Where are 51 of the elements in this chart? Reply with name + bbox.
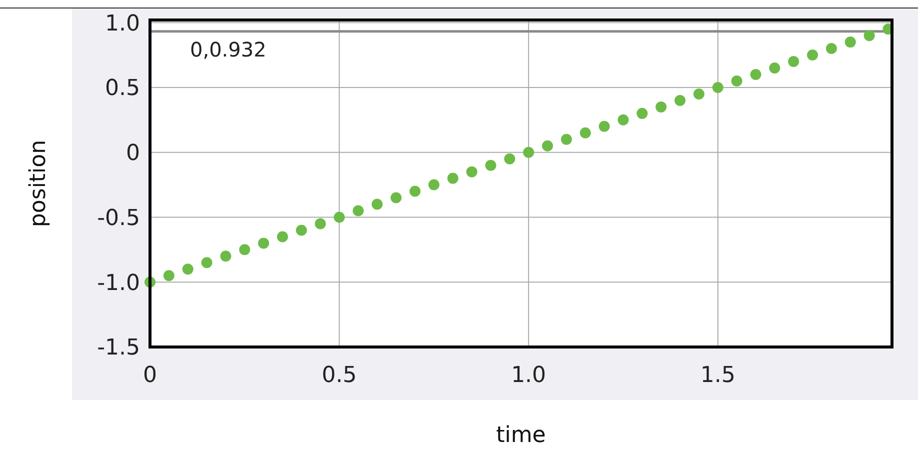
y-tick-label: 0 (126, 141, 140, 166)
point (390, 192, 402, 204)
point (372, 198, 383, 210)
point (314, 218, 326, 230)
point (693, 88, 704, 100)
point (560, 134, 572, 145)
point (201, 257, 212, 268)
point (428, 179, 440, 190)
y-tick-label: -0.5 (97, 206, 140, 231)
point (636, 108, 648, 119)
point (447, 172, 458, 184)
point (258, 238, 270, 249)
point (750, 69, 762, 80)
point (864, 30, 875, 42)
point (826, 43, 837, 54)
point (163, 270, 174, 282)
y-tick-label: 0.5 (105, 76, 140, 102)
point (466, 166, 478, 178)
point (504, 153, 516, 164)
y-tick-label: -1.5 (97, 336, 140, 361)
point (788, 56, 800, 68)
x-tick-label: 0 (143, 363, 157, 388)
point (296, 224, 307, 236)
x-tick-label: 1.5 (700, 363, 736, 388)
point (731, 75, 742, 86)
point (352, 205, 364, 216)
point (334, 212, 345, 223)
point (182, 264, 194, 275)
point (712, 82, 724, 93)
point (239, 244, 250, 256)
ref-line-label: 0,0.932 (190, 37, 266, 62)
point (523, 146, 534, 158)
point (807, 50, 818, 61)
y-tick-label: -1.0 (97, 270, 140, 296)
x-tick-label: 0.5 (322, 363, 357, 388)
x-axis-title: time (496, 423, 546, 448)
point (410, 186, 420, 197)
point (580, 127, 591, 138)
point (220, 250, 232, 262)
point (844, 36, 856, 48)
point (277, 231, 288, 242)
x-tick-label: 1.0 (511, 363, 546, 388)
point (618, 114, 629, 126)
point (769, 62, 780, 74)
y-axis-title: position (26, 140, 51, 228)
point (542, 140, 553, 152)
y-tick-label: 1.0 (105, 11, 140, 36)
point (656, 101, 667, 112)
point (485, 160, 496, 171)
point (598, 120, 610, 132)
point (674, 94, 686, 106)
